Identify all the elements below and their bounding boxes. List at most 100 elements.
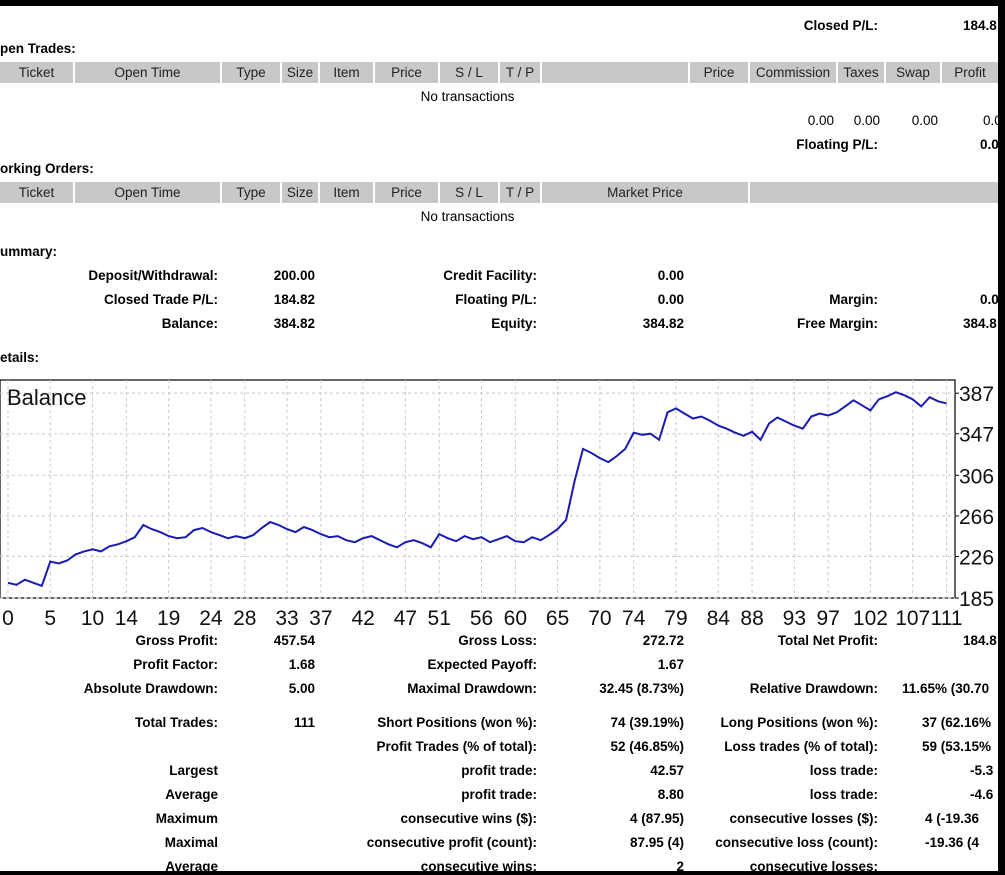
col-ticket[interactable]: Ticket [0,62,75,83]
avg-consec-wins-label: consecutive wins: [420,859,537,871]
chart-title: Balance [7,385,87,410]
x-tick-label: 5 [44,607,56,626]
x-tick-label: 56 [470,607,493,626]
details-title: etails: [0,350,40,365]
deposit-value: 200.00 [273,268,315,283]
max-consec-wins-label: consecutive wins ($): [400,811,537,826]
col-open-time[interactable]: Open Time [75,62,222,83]
max-drawdown-label: Maximal Drawdown: [407,681,537,696]
gross-profit-value: 457.54 [273,633,315,648]
x-tick-label: 47 [394,607,417,626]
col-size[interactable]: Size [282,62,320,83]
working-orders-header: Ticket Open Time Type Size Item Price S … [0,182,998,203]
x-tick-label: 111 [931,607,963,626]
col-commission[interactable]: Commission [750,62,838,83]
x-tick-label: 0 [2,607,14,626]
report-sheet: Closed P/L: 184.8 pen Trades: Ticket Ope… [0,6,998,871]
col-blank [542,62,690,83]
col-price-2[interactable]: Price [690,62,750,83]
max-drawdown-value: 32.45 (8.73%) [599,681,684,696]
col-type[interactable]: Type [222,62,282,83]
wo-col-sl[interactable]: S / L [440,182,500,203]
wo-col-price[interactable]: Price [375,182,440,203]
x-tick-label: 28 [233,607,256,626]
maximal-loss-label: consecutive loss (count): [715,835,878,850]
average-profit-value: 8.80 [657,787,684,802]
rel-drawdown-value: 11.65% (30.70 [902,681,990,696]
x-tick-label: 107 [895,607,930,626]
x-tick-label: 37 [309,607,332,626]
expected-payoff-value: 1.67 [657,657,684,672]
wo-col-ticket[interactable]: Ticket [0,182,75,203]
wo-col-tp[interactable]: T / P [500,182,542,203]
loss-trades-label: Loss trades (% of total): [724,739,878,754]
profit-trades-label: Profit Trades (% of total): [376,739,537,754]
largest-profit-value: 42.57 [650,763,684,778]
wo-col-market-price[interactable]: Market Price [542,182,750,203]
open-trades-title: pen Trades: [0,41,76,56]
col-sl[interactable]: S / L [440,62,500,83]
maximal-loss-value: -19.36 (4 [925,835,980,850]
y-tick-label: 347 [959,424,994,447]
balance-value: 384.82 [273,316,315,331]
long-positions-label: Long Positions (won %): [720,715,878,730]
average-label: Average [165,787,218,802]
wo-col-type[interactable]: Type [222,182,282,203]
summary-floating-value: 0.00 [657,292,684,307]
col-item[interactable]: Item [320,62,375,83]
y-tick-label: 387 [959,383,994,406]
total-trades-label: Total Trades: [134,715,218,730]
closed-trade-label: Closed Trade P/L: [103,292,218,307]
closed-pl-value: 184.8 [963,18,997,33]
col-price[interactable]: Price [375,62,440,83]
avg-consec-wins-value: 2 [676,859,684,871]
wo-col-item[interactable]: Item [320,182,375,203]
wo-col-open-time[interactable]: Open Time [75,182,222,203]
x-tick-label: 14 [115,607,139,626]
col-tp[interactable]: T / P [500,62,542,83]
chart-plot-area [0,379,956,599]
profit-factor-value: 1.68 [288,657,315,672]
y-tick-label: 306 [959,465,994,488]
balance-chart: Balance 387 347 306 266 226 185 0 5 10 14 19 24 28 3… [0,379,994,626]
max-consec-losses-label: consecutive losses ($): [729,811,878,826]
gross-loss-value: 272.72 [642,633,684,648]
closed-trade-value: 184.82 [273,292,315,307]
y-tick-label: 266 [959,506,994,529]
expected-payoff-label: Expected Payoff: [427,657,537,672]
margin-label: Margin: [829,292,878,307]
x-tick-label: 42 [351,607,374,626]
maximal-profit-label: consecutive profit (count): [366,835,537,850]
largest-label: Largest [169,763,218,778]
col-swap[interactable]: Swap [886,62,942,83]
summary-title: ummary: [0,244,58,259]
chart-y-ticks: 387 347 306 266 226 185 [955,383,994,611]
free-margin-value: 384.8 [963,316,997,331]
deposit-label: Deposit/Withdrawal: [88,268,218,283]
open-trades-header: Ticket Open Time Type Size Item Price S … [0,62,998,83]
balance-series-line [7,391,947,588]
credit-value: 0.00 [657,268,684,283]
x-tick-label: 60 [504,607,527,626]
summary-floating-label: Floating P/L: [455,292,537,307]
col-profit[interactable]: Profit [954,65,986,80]
x-tick-label: 51 [428,607,451,626]
total-net-value: 184.8 [963,633,997,648]
closed-pl-label: Closed P/L: [803,18,878,33]
y-tick-label: 226 [959,546,994,569]
working-orders-title: orking Orders: [0,161,94,176]
total-net-label: Total Net Profit: [777,633,878,648]
total-trades-value: 111 [293,715,315,730]
col-taxes[interactable]: Taxes [838,62,886,83]
average-loss-value: -4.6 [970,787,994,802]
working-orders-empty: No transactions [420,209,515,224]
profit-trades-value: 52 (46.85%) [610,739,684,754]
x-tick-label: 102 [853,607,888,626]
largest-loss-value: -5.3 [970,763,994,778]
chart-x-ticks: 0 5 10 14 19 24 28 33 37 42 47 51 56 60 65 70 74 79 84 88 93… [2,607,962,626]
chart-grid [0,380,955,599]
wo-col-blank [750,182,998,203]
wo-col-size[interactable]: Size [282,182,320,203]
loss-trades-value: 59 (53.15% [922,739,992,754]
credit-label: Credit Facility: [443,268,537,283]
